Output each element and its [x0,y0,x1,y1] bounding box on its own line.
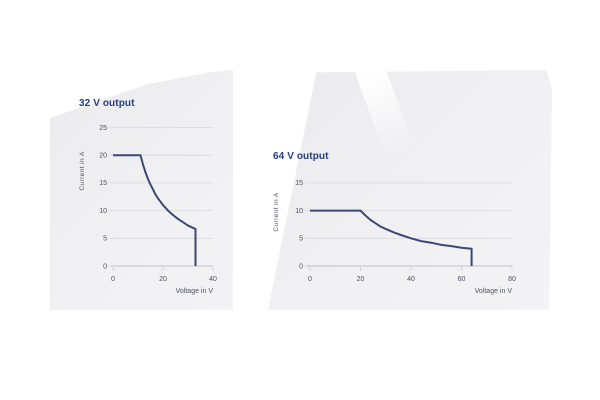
background-panel-right [268,70,552,310]
y-tick-label: 5 [103,236,107,243]
y-tick-label: 25 [99,125,107,132]
output-characteristic-curve [113,154,197,266]
y-tick-label: 15 [99,180,107,187]
x-tick-label: 0 [111,276,115,283]
y-tick-label: 5 [299,236,303,243]
output-characteristic-curve [310,209,473,266]
chart-64v-output: 0 5 10 15 0 20 40 60 80 Voltage in V Current in A [273,180,516,295]
x-tick-label: 60 [458,276,466,283]
y-axis-label: Current in A [273,192,280,231]
x-tick-label: 20 [159,276,167,283]
x-tick-label: 20 [357,276,365,283]
y-tick-label: 15 [295,180,303,187]
x-axis-label: Voltage in V [176,288,214,295]
y-tick-label: 20 [99,153,107,160]
background-panel-left [50,70,233,310]
y-tick-label: 10 [295,208,303,215]
y-tick-label: 0 [103,263,107,270]
x-tick-label: 80 [508,276,516,283]
chart-title-32v: 32 V output [79,98,135,109]
x-tick-label: 40 [407,276,415,283]
x-axis-label: Voltage in V [475,288,513,295]
chart-32v-output: 0 5 10 15 20 25 0 20 40 Voltage in V Current in A [79,125,217,295]
x-tick-label: 40 [209,276,217,283]
y-tick-label: 10 [99,208,107,215]
y-tick-label: 0 [299,263,303,270]
chart-title-64v: 64 V output [273,151,329,162]
x-tick-label: 0 [308,276,312,283]
y-axis-label: Current in A [79,151,86,190]
